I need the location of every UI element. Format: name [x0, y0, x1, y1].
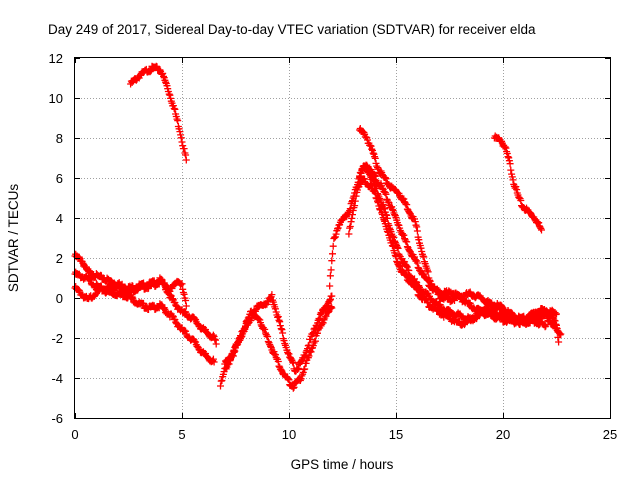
series-arc-11 [490, 132, 545, 234]
x-axis-label: GPS time / hours [291, 457, 394, 472]
x-tick-label: 15 [389, 427, 403, 442]
x-tick-label: 0 [71, 427, 78, 442]
data-point-markers [356, 161, 550, 331]
series-arc-6 [221, 291, 336, 375]
data-point-markers [356, 125, 563, 346]
x-tick-label: 5 [178, 427, 185, 442]
y-tick-label: 6 [56, 171, 63, 186]
y-tick-label: -6 [51, 411, 63, 426]
y-axis-label: SDTVAR / TECUs [6, 184, 21, 293]
x-tick-label: 25 [603, 427, 617, 442]
chart-title: Day 249 of 2017, Sidereal Day-to-day VTE… [48, 22, 536, 37]
data-point-markers [221, 291, 336, 375]
data-layer [71, 62, 565, 392]
data-point-markers [490, 132, 545, 234]
y-tick-label: -4 [51, 371, 63, 386]
data-point-markers [127, 62, 190, 164]
series-arc-9 [356, 125, 563, 346]
y-tick-label: -2 [51, 331, 63, 346]
series-arc-4 [127, 62, 190, 164]
x-tick-label: 20 [496, 427, 510, 442]
y-tick-label: 0 [56, 291, 63, 306]
y-tick-label: 2 [56, 251, 63, 266]
y-tick-label: 12 [49, 51, 63, 66]
y-tick-label: 10 [49, 91, 63, 106]
tick-labels: 0 5 10 15 20 25 -6 -4 -2 0 2 4 6 8 10 12 [49, 51, 618, 442]
x-tick-label: 10 [282, 427, 296, 442]
plot-frame [74, 57, 611, 419]
series-arc-10 [356, 161, 550, 331]
y-tick-label: 4 [56, 211, 63, 226]
y-tick-label: 8 [56, 131, 63, 146]
